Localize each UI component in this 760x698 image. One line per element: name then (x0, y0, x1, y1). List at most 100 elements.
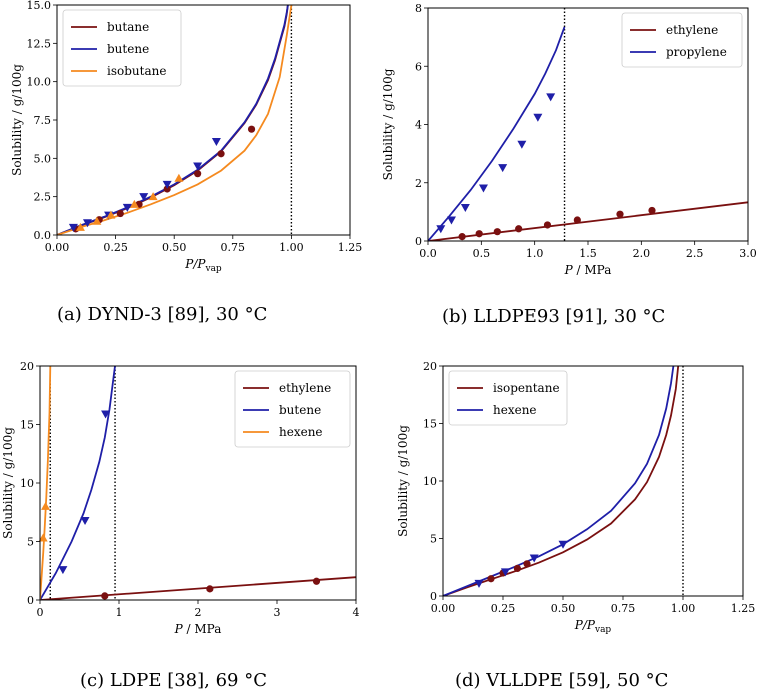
data-point-isobutane (129, 199, 139, 208)
data-point-ethylene (573, 216, 581, 224)
legend-label-hexene: hexene (279, 425, 323, 439)
plot-area (443, 366, 680, 596)
data-point-butene (101, 410, 111, 419)
data-point-isobutane (92, 216, 102, 225)
y-tick-label: 2.5 (34, 191, 52, 204)
y-axis-label: Solubility / g/100g (381, 68, 395, 180)
legend-label-butene: butene (107, 42, 149, 56)
x-tick-label: 1.0 (526, 247, 544, 260)
data-point-butene (122, 203, 132, 212)
x-axis-label: P / MPa (564, 263, 612, 277)
data-point-butane (217, 150, 225, 158)
data-point-propylene (460, 204, 470, 213)
data-point-isobutane (106, 210, 116, 219)
legend: ethylene butene hexene (234, 370, 351, 448)
y-tick-label: 7.5 (34, 114, 52, 127)
data-point-ethylene (493, 228, 501, 236)
y-tick-label: 0.0 (34, 229, 52, 242)
data-point-propylene (517, 140, 527, 149)
panel-caption: (a) DYND-3 [89], 30 °C (57, 304, 267, 325)
data-point-ethylene (475, 230, 483, 238)
x-tick-label: 1 (116, 606, 123, 619)
y-tick-label: 0 (415, 235, 422, 248)
plot-area (40, 366, 356, 600)
y-tick-label: 6 (415, 60, 422, 73)
panel-d: 0.00 0.25 0.50 0.75 1.00 1.25 0 5 10 15 20 P/Pvap So… (396, 360, 755, 691)
data-point-ethylene (616, 210, 624, 218)
data-point-ethylene (206, 585, 214, 593)
data-point-isobutane (75, 222, 85, 231)
y-tick-label: 10 (423, 475, 437, 488)
data-point-ethylene (101, 592, 109, 600)
series-line-isopentane (443, 366, 680, 596)
series-line-hexene (40, 366, 52, 600)
data-point-butene (82, 219, 92, 228)
legend-box (621, 12, 743, 68)
legend-label-ethylene: ethylene (279, 381, 331, 395)
data-point-propylene (436, 225, 446, 234)
data-point-butene (139, 193, 149, 202)
data-point-butene (80, 516, 90, 525)
panel-caption: (c) LDPE [38], 69 °C (80, 670, 267, 691)
data-point-butene (58, 566, 68, 575)
y-axis-label: Solubility / g/100g (396, 425, 410, 537)
data-point-hexene (41, 501, 51, 510)
x-axis-label: P/Pvap (184, 257, 222, 274)
x-tick-label: 0.00 (45, 241, 70, 254)
data-point-ethylene (515, 225, 523, 233)
series-line-butene (40, 366, 116, 600)
x-tick-label: 2 (195, 606, 202, 619)
legend-label-hexene: hexene (493, 403, 537, 417)
x-tick-label: 0.0 (419, 247, 437, 260)
y-tick-label: 15 (423, 418, 437, 431)
y-tick-label: 15.0 (27, 0, 52, 12)
y-tick-label: 0 (27, 594, 34, 607)
data-point-hexene (558, 540, 568, 549)
data-point-propylene (546, 93, 556, 102)
x-tick-label: 0.5 (473, 247, 491, 260)
data-point-butene (193, 162, 203, 171)
data-point-butane (163, 185, 171, 193)
legend-label-ethylene: ethylene (666, 23, 718, 37)
legend: ethylene propylene (621, 12, 743, 68)
series-line-ethylene (40, 576, 356, 600)
panel-c: 0 1 2 3 4 0 5 10 15 20 P / MPa Solubility / g/100g e… (1, 360, 360, 691)
x-tick-label: 1.00 (279, 241, 304, 254)
x-axis-label: P/Pvap (574, 618, 612, 635)
x-tick-label: 4 (353, 606, 360, 619)
data-point-isopentane (513, 564, 522, 573)
y-axis-label: Solubility / g/100g (10, 64, 24, 176)
legend-label-isopentane: isopentane (493, 381, 560, 395)
plot-area (57, 5, 293, 235)
data-point-propylene (533, 113, 543, 122)
panel-caption: (d) VLLDPE [59], 50 °C (455, 670, 668, 691)
data-point-butane (194, 170, 202, 178)
x-tick-label: 0.50 (551, 602, 576, 615)
data-point-hexene (474, 579, 484, 588)
y-tick-label: 12.5 (27, 37, 52, 50)
y-tick-label: 5 (27, 536, 34, 549)
x-tick-label: 0.50 (162, 241, 187, 254)
panel-b: 0.0 0.5 1.0 1.5 2.0 2.5 3.0 0 2 4 6 8 P / MPa Solubil… (381, 2, 757, 327)
legend-box (234, 370, 351, 448)
data-point-isopentane (523, 560, 531, 568)
x-tick-label: 1.25 (731, 602, 756, 615)
x-axis-label: P / MPa (174, 622, 222, 636)
x-tick-label: 3 (274, 606, 281, 619)
x-tick-label: 0.75 (221, 241, 246, 254)
legend-box (62, 9, 182, 87)
legend-label-butane: butane (107, 20, 149, 34)
y-tick-label: 10 (20, 477, 34, 490)
data-point-butane (116, 209, 124, 218)
data-point-butane (247, 125, 256, 133)
x-tick-label: 0.25 (103, 241, 128, 254)
data-point-propylene (478, 184, 488, 193)
y-tick-label: 20 (20, 360, 34, 373)
legend-label-isobutane: isobutane (107, 64, 166, 78)
data-point-butene (211, 137, 221, 146)
series-line-hexene (443, 366, 675, 596)
y-tick-label: 10.0 (27, 76, 52, 89)
series-line-isobutane (57, 5, 293, 235)
y-tick-label: 5.0 (34, 152, 52, 165)
